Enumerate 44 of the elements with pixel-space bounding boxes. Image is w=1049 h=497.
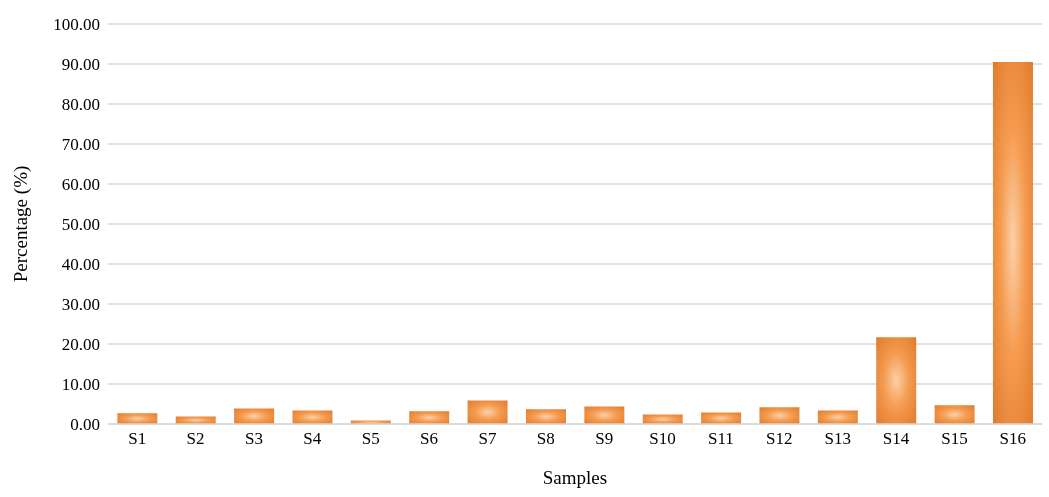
x-tick-label: S5 [361,429,380,449]
bar [525,409,566,424]
x-tick-label: S7 [478,429,497,449]
y-tick-label: 80.00 [61,95,100,115]
y-tick-label: 20.00 [61,335,100,355]
bar [234,408,275,424]
bar [817,410,858,424]
x-tick-label: S1 [128,429,147,449]
x-tick-label: S10 [649,429,676,449]
y-tick-label: 60.00 [61,175,100,195]
y-tick-label: 10.00 [61,375,100,395]
x-tick-label: S8 [536,429,555,449]
bar [175,416,216,424]
bar [701,412,742,424]
y-tick-label: 0.00 [70,415,100,435]
bar [117,413,158,424]
x-tick-label: S16 [999,429,1027,449]
y-axis-title: Percentage (%) [9,165,32,283]
bar [759,407,800,424]
bar [292,410,333,424]
x-tick-label: S12 [766,429,793,449]
bar [876,337,917,424]
x-tick-label: S13 [824,429,851,449]
bar [409,411,450,424]
x-tick-label: S14 [882,429,910,449]
y-tick-label: 40.00 [61,255,100,275]
y-tick-label: 100.00 [53,15,100,35]
x-tick-label: S9 [595,429,614,449]
x-axis-title: Samples [542,467,608,488]
y-tick-label: 30.00 [61,295,100,315]
x-tick-label: S6 [420,429,439,449]
x-tick-label: S3 [244,429,263,449]
bar [467,400,508,424]
x-tick-label: S2 [186,429,205,449]
x-tick-label: S11 [708,429,734,449]
y-tick-label: 50.00 [61,215,100,235]
x-tick-label: S15 [941,429,968,449]
y-tick-label: 70.00 [61,135,100,155]
y-tick-label: 90.00 [61,55,100,75]
x-tick-label: S4 [303,429,322,449]
bar [642,414,683,424]
bar [992,62,1033,424]
bar [934,405,975,424]
bar [584,406,625,424]
